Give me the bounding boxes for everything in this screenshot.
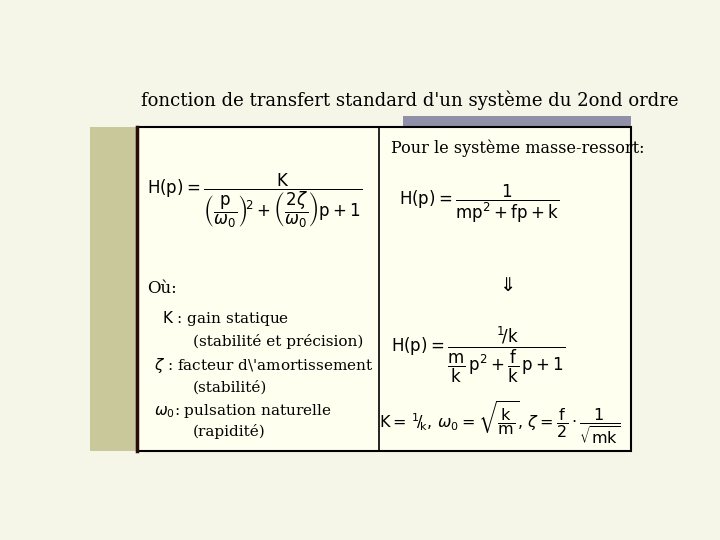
Text: $\mathrm{K}$ : gain statique: $\mathrm{K}$ : gain statique	[162, 309, 289, 328]
Bar	[402, 116, 631, 130]
Bar	[138, 127, 631, 451]
Text: Où:: Où:	[147, 280, 176, 298]
Text: (stabilité et précision): (stabilité et précision)	[193, 334, 364, 349]
Text: $\mathrm{H(p)} = \dfrac{\mathrm{K}}{\left(\dfrac{\mathrm{p}}{\omega_0}\right)^{\: $\mathrm{H(p)} = \dfrac{\mathrm{K}}{\lef…	[147, 171, 362, 230]
Text: $\Downarrow$: $\Downarrow$	[496, 275, 514, 294]
Text: $\omega_{0}$: pulsation naturelle: $\omega_{0}$: pulsation naturelle	[155, 402, 332, 420]
Text: (rapidité): (rapidité)	[193, 424, 266, 439]
Bar	[90, 127, 138, 451]
Text: fonction de transfert standard d'un système du 2ond ordre: fonction de transfert standard d'un syst…	[141, 91, 679, 110]
Text: $\zeta$ : facteur d\'amortissement: $\zeta$ : facteur d\'amortissement	[155, 356, 374, 375]
Text: (stabilité): (stabilité)	[193, 380, 268, 395]
Text: $\mathrm{H(p)} = \dfrac{\,^1\!/\mathrm{k}}{\dfrac{\mathrm{m}}{\mathrm{k}}\,\math: $\mathrm{H(p)} = \dfrac{\,^1\!/\mathrm{k…	[391, 324, 565, 384]
Text: $\mathrm{K} = \,^1\!/\!{}_{\mathrm{k}},\,\omega_0 = \sqrt{\dfrac{\mathrm{k}}{\ma: $\mathrm{K} = \,^1\!/\!{}_{\mathrm{k}},\…	[379, 399, 621, 445]
Text: Pour le système masse-ressort:: Pour le système masse-ressort:	[391, 140, 644, 158]
Text: $\mathrm{H(p)} = \dfrac{1}{\mathrm{mp}^2 + \mathrm{fp} + \mathrm{k}}$: $\mathrm{H(p)} = \dfrac{1}{\mathrm{mp}^2…	[399, 183, 559, 225]
